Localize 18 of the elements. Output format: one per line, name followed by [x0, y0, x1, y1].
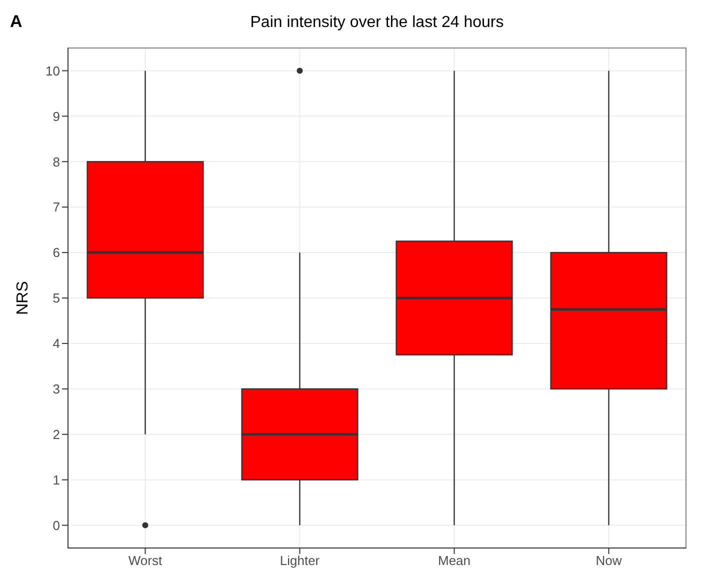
- x-tick-label: Now: [596, 553, 622, 568]
- y-tick-label: 6: [52, 245, 60, 260]
- y-tick-label: 9: [52, 108, 60, 124]
- y-tick-label: 5: [52, 290, 60, 306]
- x-tick-label: Lighter: [280, 553, 320, 568]
- y-tick-label: 10: [46, 63, 60, 78]
- y-tick-label: 7: [52, 200, 60, 215]
- x-tick-label: Worst: [128, 553, 162, 568]
- text: A: [10, 12, 22, 32]
- y-tick-label: 2: [52, 426, 60, 442]
- y-tick-label: 1: [52, 472, 60, 488]
- x-tick-label: Mean: [438, 553, 471, 568]
- y-tick-label: 4: [52, 336, 60, 352]
- y-axis-title: NRS: [14, 281, 32, 315]
- y-tick-label: 8: [52, 154, 60, 170]
- y-tick-label: 0: [52, 518, 60, 533]
- chart-title: Pain intensity over the last 24 hours: [249, 14, 505, 32]
- y-tick-label: 3: [52, 382, 60, 397]
